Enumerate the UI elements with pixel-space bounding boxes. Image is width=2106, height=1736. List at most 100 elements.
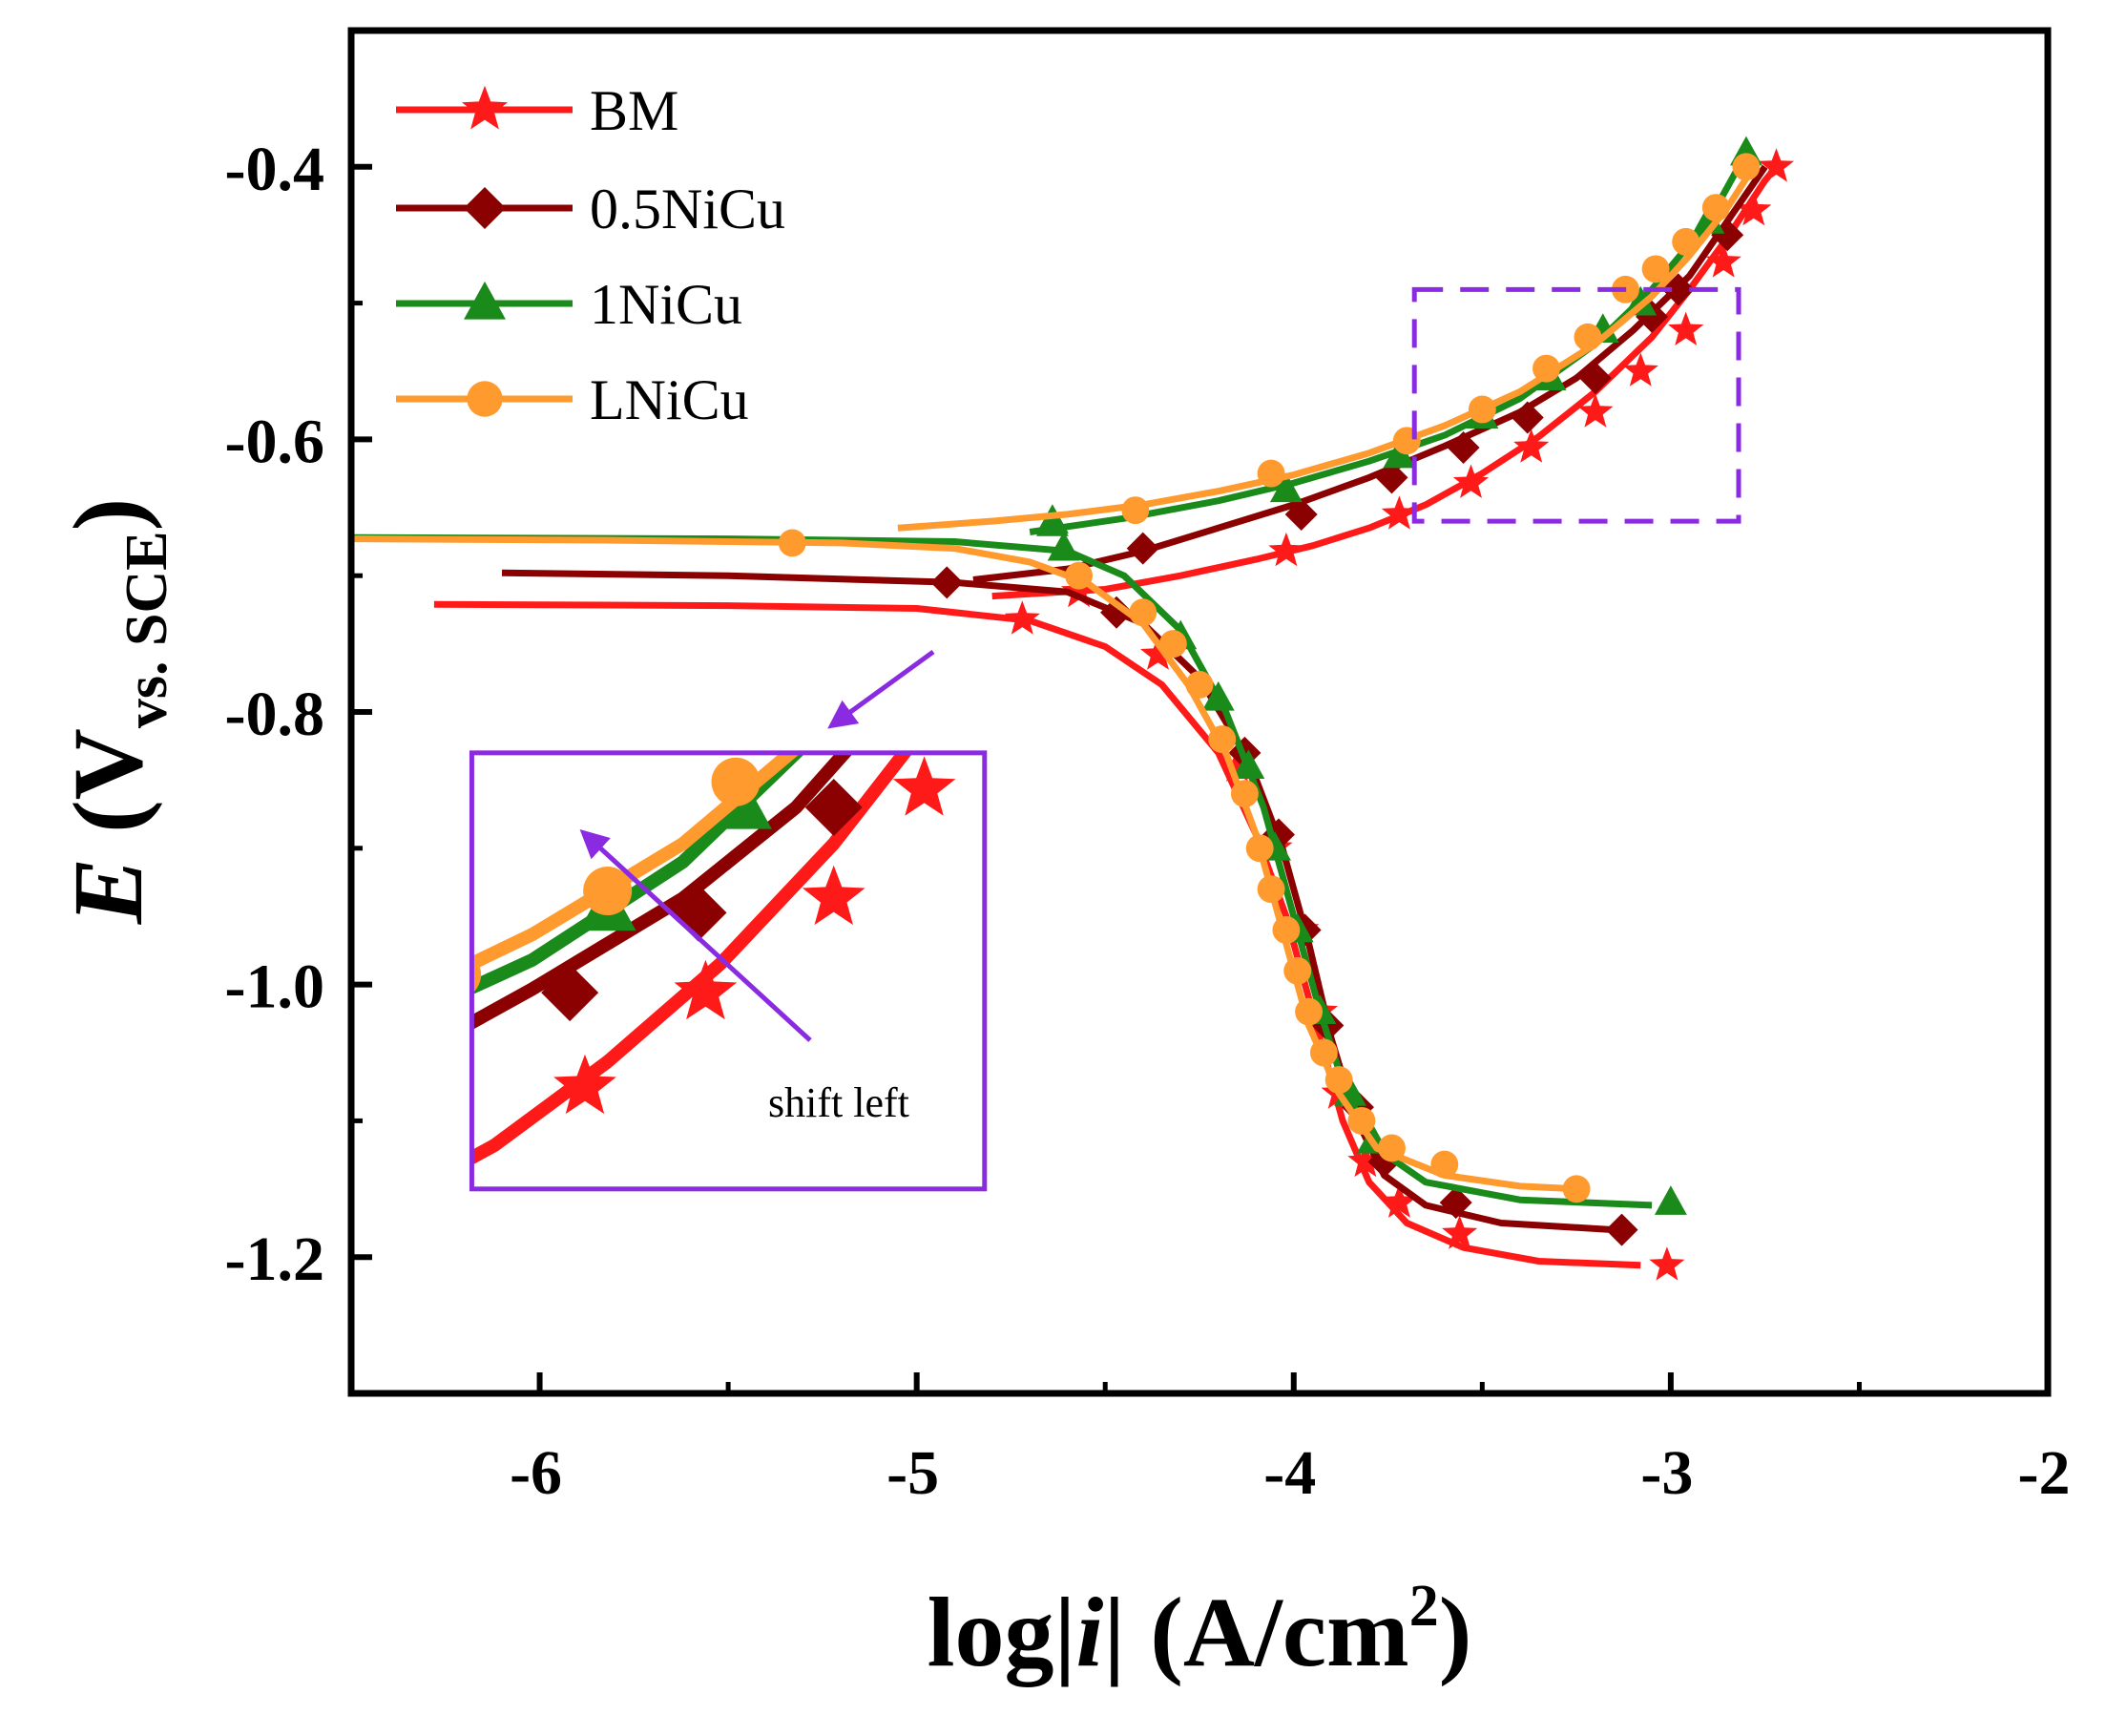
inset-data-point (711, 757, 761, 806)
inset-data-point (821, 650, 878, 701)
data-point (1126, 532, 1159, 565)
data-point (1061, 573, 1097, 608)
legend: BM 0.5NiCu 1NiCu LNiCu (396, 79, 785, 431)
zoom-box-rect (1411, 286, 1741, 524)
inset-frame (469, 750, 988, 1192)
inset-panel (161, 178, 1182, 1200)
zoom-pointer-arrow (827, 649, 935, 729)
inset-series-line (472, 752, 855, 1031)
data-point (1375, 461, 1408, 494)
legend-marker (461, 85, 509, 130)
data-point (1447, 430, 1480, 464)
data-point (1378, 1134, 1406, 1162)
series-line-cathodic (351, 533, 1653, 1209)
x-axis-ticks: -6 -5 -4 -3 -2 (348, 1372, 2070, 1508)
data-point (1295, 997, 1324, 1026)
data-point (1269, 472, 1303, 503)
data-point (1578, 362, 1612, 395)
inset-data-point (1051, 328, 1099, 377)
y-title-italic: E (53, 858, 163, 925)
data-point (1649, 1246, 1685, 1281)
data-point (1324, 1066, 1353, 1095)
data-point (1257, 875, 1285, 904)
legend-label: LNiCu (590, 368, 749, 431)
x-title-post: | (A/cm (1103, 1578, 1408, 1687)
data-point (1185, 670, 1214, 699)
inset-series-line (472, 752, 807, 995)
x-tick-label: -4 (1263, 1438, 1316, 1508)
inset-data-point (553, 1054, 616, 1115)
legend-item-bm: BM (396, 79, 678, 142)
inset-data-point (990, 420, 1039, 469)
series-lnicu (351, 153, 1761, 1203)
data-point (1533, 354, 1560, 383)
legend-item-05nicu: 0.5NiCu (396, 178, 785, 241)
data-point (1574, 323, 1602, 351)
data-point (1672, 227, 1700, 256)
data-point (1129, 598, 1157, 627)
y-axis-title: E (Vvs. SCE) (53, 498, 179, 926)
data-point (1705, 243, 1741, 278)
inset-data-point (187, 1076, 244, 1127)
data-point (1347, 1106, 1376, 1135)
zoom-region-box (1411, 286, 1741, 524)
data-point (1758, 148, 1795, 182)
y-title-sub: vs. SCE (115, 531, 179, 728)
data-point (1732, 153, 1761, 181)
inset-data-point (161, 1037, 210, 1086)
inset-data-point (583, 867, 633, 916)
inset-data-point (794, 674, 843, 722)
data-point (1577, 393, 1614, 428)
data-point (1430, 1150, 1459, 1179)
data-point (1100, 596, 1134, 629)
inset-data-point (413, 985, 470, 1036)
legend-label: BM (590, 79, 678, 142)
annotation-arrows (579, 649, 935, 1042)
inset-data-point (1119, 327, 1182, 387)
inset-data-point (1111, 220, 1159, 268)
data-point (1513, 429, 1550, 463)
inset-series-group (161, 178, 1182, 1200)
legend-marker (467, 381, 503, 417)
inset-data-point (1107, 178, 1164, 229)
data-point (1468, 395, 1496, 424)
data-point (930, 566, 964, 599)
inset-data-point (918, 616, 975, 673)
data-point (1641, 255, 1670, 283)
data-point (1047, 531, 1080, 561)
y-tick-label: -0.6 (225, 407, 324, 476)
data-point (1668, 311, 1704, 345)
inset-data-point (217, 1142, 274, 1200)
series-line-anodic (1029, 151, 1749, 535)
inset-label: shift left (768, 1079, 909, 1126)
data-point (1257, 459, 1285, 488)
data-point (1347, 1142, 1384, 1178)
data-point (1605, 1213, 1638, 1246)
data-point (1381, 1183, 1417, 1218)
data-point (1201, 680, 1235, 711)
data-point (1230, 780, 1259, 808)
inset-data-point (472, 955, 482, 993)
data-point (1208, 725, 1237, 754)
data-point (1622, 352, 1658, 387)
data-point (1283, 956, 1312, 985)
data-point (1139, 636, 1177, 670)
data-point (1701, 194, 1730, 222)
inset-data-point (804, 778, 863, 836)
legend-item-1nicu: 1NiCu (396, 273, 742, 336)
data-point (1309, 1038, 1338, 1067)
data-point (1442, 1215, 1478, 1249)
inset-data-point (892, 756, 956, 816)
data-point (1004, 600, 1040, 635)
data-point (1439, 1186, 1472, 1220)
inset-data-point (984, 647, 1047, 706)
legend-item-lnicu: LNiCu (396, 368, 749, 431)
y-axis-ticks: -1.2 -1.0 -0.8 -0.6 -0.4 (225, 28, 372, 1396)
inset-data-point (1032, 360, 1089, 411)
inset-data-point (1069, 397, 1126, 454)
legend-marker (464, 281, 506, 320)
data-point (1452, 464, 1490, 498)
x-tick-label: -6 (510, 1438, 562, 1508)
inset-data-point (802, 865, 865, 926)
